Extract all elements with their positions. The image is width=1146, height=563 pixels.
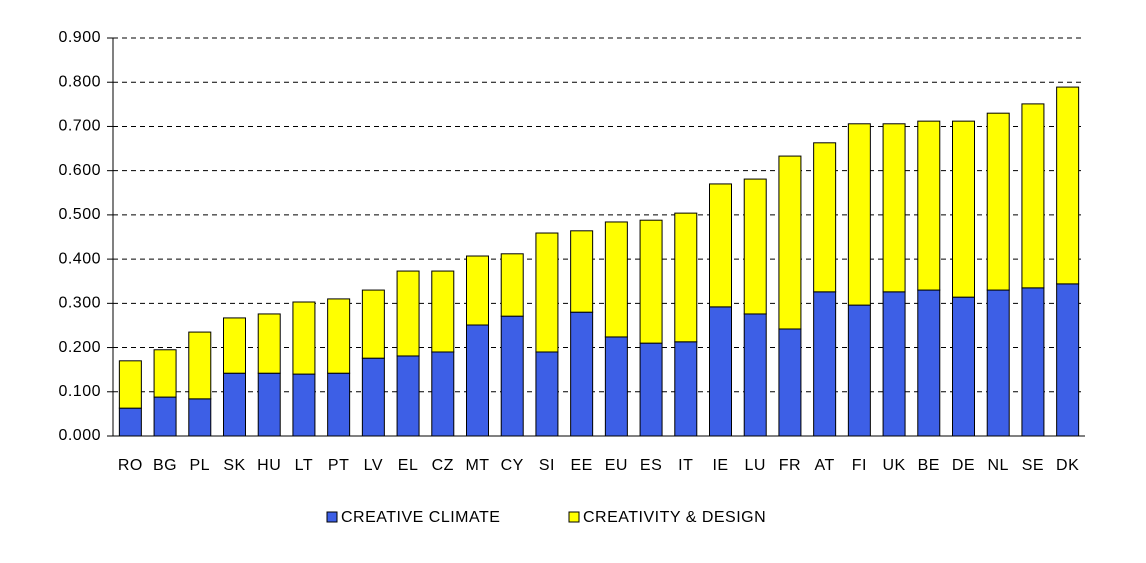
- bar-segment: [778, 155, 802, 330]
- x-tick-label: DE: [952, 457, 975, 474]
- bar-segment: [431, 351, 455, 437]
- bar-segment: [709, 183, 732, 308]
- bar-segment: [813, 142, 837, 293]
- x-tick-label: EU: [605, 457, 628, 474]
- bar-segment: [431, 270, 455, 353]
- bar-segment: [257, 313, 281, 374]
- bar-segment: [396, 270, 420, 357]
- x-tick-label: PT: [328, 457, 349, 474]
- x-tick-label: PL: [189, 457, 210, 474]
- bar-segment: [1056, 86, 1080, 285]
- y-tick-label: 0.000: [58, 427, 101, 444]
- bar-segment: [153, 349, 177, 398]
- bar-segment: [361, 289, 385, 359]
- x-tick-label: IT: [678, 457, 693, 474]
- bar-segment: [153, 396, 177, 437]
- bar-segment: [604, 336, 628, 437]
- x-tick-label: FR: [779, 457, 801, 474]
- x-tick-label: LV: [364, 457, 383, 474]
- bar-segment: [570, 230, 594, 313]
- legend-label: CREATIVITY & DESIGN: [583, 509, 766, 526]
- bar-segment: [1056, 283, 1080, 437]
- y-tick-label: 0.800: [58, 73, 101, 90]
- legend-swatch: [326, 511, 338, 523]
- y-tick-label: 0.700: [58, 118, 101, 135]
- x-tick-label: AT: [815, 457, 835, 474]
- x-tick-label: UK: [882, 457, 905, 474]
- bar-segment: [604, 221, 628, 338]
- x-tick-label: SI: [539, 457, 555, 474]
- bar-segment: [500, 315, 524, 437]
- bar-segment: [1021, 287, 1045, 437]
- x-tick-label: IE: [712, 457, 728, 474]
- bar-segment: [847, 123, 871, 306]
- bar-segment: [223, 372, 246, 437]
- bar-segment: [986, 112, 1010, 291]
- bar-segment: [361, 357, 385, 437]
- x-tick-label: FI: [852, 457, 867, 474]
- x-tick-label: BG: [153, 457, 177, 474]
- bar-segment: [292, 301, 316, 375]
- bar-segment: [639, 342, 663, 437]
- bar-segment: [709, 306, 732, 437]
- y-tick-label: 0.300: [58, 295, 101, 312]
- bar-segment: [1021, 103, 1045, 289]
- bar-segment: [813, 291, 837, 437]
- bar-segment: [466, 324, 489, 437]
- bar-segment: [674, 212, 698, 343]
- bar-segment: [118, 360, 142, 409]
- x-tick-label: RO: [118, 457, 143, 474]
- x-tick-label: EE: [570, 457, 592, 474]
- bar-segment: [570, 311, 594, 437]
- x-tick-label: NL: [987, 457, 1008, 474]
- y-tick-label: 0.900: [58, 29, 101, 46]
- bar-segment: [743, 313, 767, 437]
- bar-segment: [292, 373, 316, 437]
- bar-segment: [847, 304, 871, 437]
- bar-segment: [952, 296, 975, 437]
- bar-segment: [917, 289, 941, 437]
- bar-segment: [778, 328, 802, 437]
- x-tick-label: CY: [501, 457, 524, 474]
- bar-segment: [882, 291, 906, 437]
- x-tick-label: DK: [1056, 457, 1079, 474]
- bar-segment: [743, 178, 767, 315]
- bar-segment: [223, 317, 246, 374]
- bar-segment: [952, 120, 975, 298]
- x-tick-label: MT: [465, 457, 489, 474]
- bar-segment: [327, 298, 351, 374]
- bar-segment: [986, 289, 1010, 437]
- bar-segment: [917, 120, 941, 291]
- y-tick-label: 0.600: [58, 162, 101, 179]
- y-tick-label: 0.200: [58, 339, 101, 356]
- x-tick-label: ES: [640, 457, 662, 474]
- x-tick-label: CZ: [432, 457, 454, 474]
- bar-segment: [257, 372, 281, 437]
- legend-swatch: [568, 511, 580, 523]
- x-tick-label: HU: [257, 457, 281, 474]
- bar-segment: [188, 331, 212, 400]
- x-tick-label: SK: [223, 457, 245, 474]
- bar-segment: [639, 219, 663, 344]
- bar-segment: [882, 123, 906, 293]
- bar-segment: [674, 341, 698, 437]
- bar-segment: [188, 398, 212, 437]
- x-tick-label: SE: [1022, 457, 1044, 474]
- y-tick-label: 0.400: [58, 250, 101, 267]
- bar-segment: [466, 255, 489, 326]
- x-tick-label: LT: [295, 457, 313, 474]
- bar-segment: [327, 372, 351, 437]
- x-tick-label: BE: [918, 457, 940, 474]
- x-tick-label: LU: [744, 457, 765, 474]
- bar-segment: [118, 407, 142, 437]
- legend-label: CREATIVE CLIMATE: [341, 509, 500, 526]
- y-tick-label: 0.100: [58, 383, 101, 400]
- x-tick-label: EL: [398, 457, 419, 474]
- bar-segment: [500, 253, 524, 317]
- y-tick-label: 0.500: [58, 206, 101, 223]
- bar-segment: [396, 355, 420, 437]
- bar-segment: [535, 232, 559, 353]
- bar-segment: [535, 351, 559, 437]
